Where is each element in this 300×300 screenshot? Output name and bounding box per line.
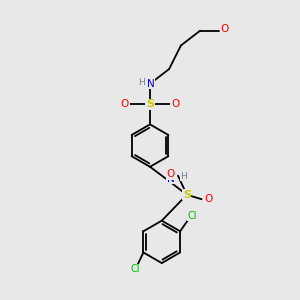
Text: H: H — [181, 172, 187, 181]
Text: N: N — [147, 79, 154, 89]
Text: O: O — [205, 194, 213, 204]
Text: N: N — [167, 174, 175, 184]
Text: O: O — [171, 99, 179, 110]
Text: S: S — [146, 99, 154, 110]
Text: O: O — [220, 24, 229, 34]
Text: O: O — [121, 99, 129, 110]
Text: S: S — [183, 190, 191, 200]
Text: O: O — [167, 169, 175, 179]
Text: H: H — [138, 78, 145, 87]
Text: Cl: Cl — [187, 211, 197, 221]
Text: Cl: Cl — [130, 264, 140, 274]
